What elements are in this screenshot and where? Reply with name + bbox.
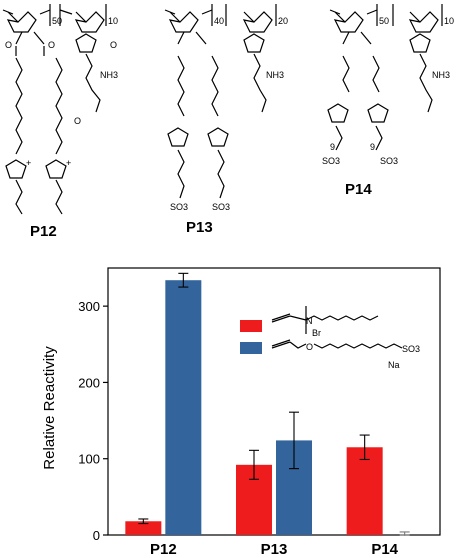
legend-n: N [306,316,313,326]
x-axis-categories: P12 P13 P14 [150,541,399,558]
error-bar-blue-p12 [178,272,189,288]
x-category-label: P14 [371,541,398,558]
x-category-label: P13 [261,541,288,558]
p14-label: P14 [345,181,372,198]
plot-border [107,267,441,536]
p12-repeat-b: 10 [108,16,118,26]
legend-swatch-red [240,320,262,332]
p13-repeat-b: 20 [278,16,288,26]
p12-repeat-a: 50 [52,16,62,26]
charge-plus: + [66,158,71,168]
structure-p14: 50 10 9 9 SO3 SO3 NH3 P14 [322,4,454,198]
amine-nh3: NH3 [100,70,118,80]
legend-structure-ammonium [271,306,379,334]
error-bar-red-p12 [138,518,149,525]
sulfonate: SO3 [380,156,398,166]
legend-br: Br [312,328,321,338]
atom-o: O [74,116,81,126]
x-category-label: P12 [150,541,177,558]
p14-repeat-b: 10 [444,16,454,26]
error-bar-red-p14 [359,434,370,461]
legend-swatch-blue [240,342,262,354]
error-bar-red-p13 [249,449,259,480]
y-tick-label: 0 [93,528,100,543]
p14-repeat-a: 50 [379,16,389,26]
atom-o: O [5,40,12,50]
bar-chart: 0 100 200 300 P12 P13 P14 Relative Reactivity… [41,267,441,558]
atom-o: O [110,40,117,50]
polymer-structures: 50 10 O O + + O NH3 O P12 [2,4,454,240]
legend-structure-sulfonate [271,339,403,349]
p13-repeat-a: 40 [214,16,224,26]
sulfonate: SO3 [322,156,340,166]
legend-o: O [306,342,313,352]
bar-blue-p12 [165,280,202,535]
structure-p13: 40 20 SO3 SO3 NH3 P13 [164,4,288,236]
bar-red-p12 [125,521,162,535]
charge-plus: + [26,158,31,168]
structure-p12: 50 10 O O + + O NH3 O P12 [2,4,118,240]
bars [125,272,410,536]
legend-so3: SO3 [402,344,420,354]
error-bar-blue-p13 [289,411,299,470]
amine-nh3: NH3 [432,70,450,80]
p13-label: P13 [186,219,213,236]
p12-label: P12 [30,223,57,240]
y-axis-ticks: 0 100 200 300 [78,299,108,543]
legend-na: Na [388,360,400,370]
plot-frame [107,267,441,536]
y-axis-label: Relative Reactivity [41,346,58,470]
bar-red-p14 [346,447,383,535]
amine-nh3: NH3 [266,70,284,80]
y-tick-label: 100 [78,452,100,467]
sulfonate: SO3 [170,202,188,212]
sulfonate: SO3 [212,202,230,212]
atom-o: O [48,40,55,50]
chain-length: 9 [330,142,335,152]
legend: N Br O SO3 Na [240,306,420,370]
y-tick-label: 300 [78,299,100,314]
error-bar-blue-p14 [399,531,410,536]
chain-length: 9 [370,142,375,152]
y-tick-label: 200 [78,375,100,390]
